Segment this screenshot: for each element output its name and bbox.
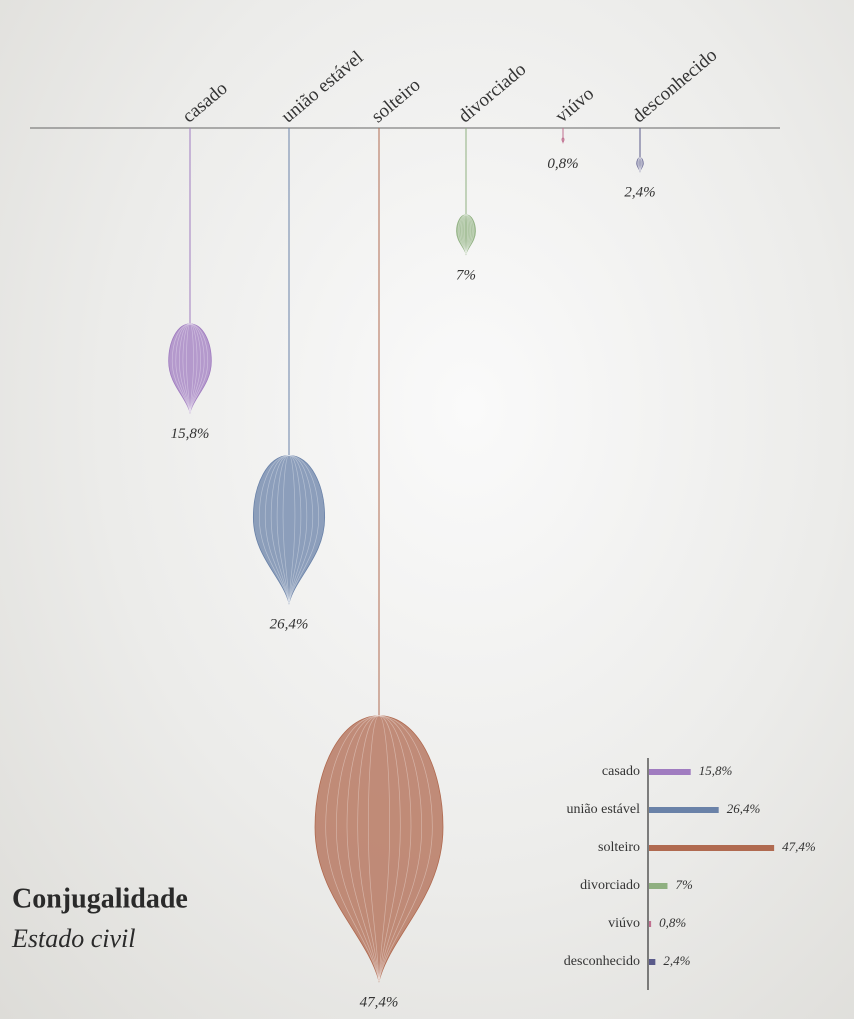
pendant-rib xyxy=(264,455,314,604)
chart-subtitle: Estado civil xyxy=(11,924,135,953)
pendant-body xyxy=(252,454,326,605)
bar xyxy=(649,845,775,851)
bar-value-label: 7% xyxy=(675,877,693,892)
pendant-rib xyxy=(258,455,320,604)
bar-value-label: 26,4% xyxy=(727,801,761,816)
bar-value-label: 15,8% xyxy=(699,763,733,778)
bar-value-label: 47,4% xyxy=(782,839,816,854)
bar-category-label: desconhecido xyxy=(564,954,640,969)
value-label: 2,4% xyxy=(624,185,655,201)
bar xyxy=(649,959,656,965)
pendant-rib xyxy=(346,715,412,982)
pendant-rib xyxy=(637,157,643,172)
pendant-rib xyxy=(457,214,475,255)
bar xyxy=(649,769,691,775)
category-label: viúvo xyxy=(552,83,599,127)
pendant xyxy=(561,137,565,144)
bar-category-label: divorciado xyxy=(580,878,640,893)
bar-category-label: casado xyxy=(602,764,640,779)
pendant-body xyxy=(561,137,565,144)
chart-title: Conjugalidade xyxy=(12,883,188,914)
pendant-rib xyxy=(175,323,205,413)
category-label: solteiro xyxy=(368,74,425,127)
bar xyxy=(649,807,719,813)
pendant-rib xyxy=(178,323,202,413)
category-label: divorciado xyxy=(455,59,531,127)
category-label: união estável xyxy=(278,47,368,127)
category-label: casado xyxy=(179,78,232,127)
pendant xyxy=(314,715,444,983)
bar-category-label: união estável xyxy=(567,802,641,817)
value-label: 15,8% xyxy=(171,426,210,442)
bar-value-label: 2,4% xyxy=(663,953,690,968)
value-label: 47,4% xyxy=(360,995,399,1011)
category-label: desconhecido xyxy=(629,45,722,128)
pendant-rib xyxy=(171,323,209,413)
bar-category-label: viúvo xyxy=(608,916,640,931)
pendant-rib xyxy=(460,214,472,255)
pendant-rib xyxy=(276,455,302,604)
pendant-rib xyxy=(335,715,423,982)
value-label: 7% xyxy=(456,267,476,283)
pendant-rib xyxy=(270,455,308,604)
pendant-body xyxy=(314,715,444,983)
pendant-body xyxy=(636,157,644,173)
bar xyxy=(649,883,668,889)
pendant xyxy=(456,214,476,256)
pendant-rib xyxy=(186,323,194,413)
pendant-rib xyxy=(367,715,391,982)
value-label: 0,8% xyxy=(547,156,578,172)
pendant-rib xyxy=(638,157,642,172)
pendant xyxy=(636,157,644,173)
pendant-rib xyxy=(282,455,296,604)
bar-category-label: solteiro xyxy=(598,840,640,855)
pendant-rib xyxy=(638,157,642,172)
pendant-body xyxy=(168,323,212,414)
pendant-rib xyxy=(325,715,433,982)
bar xyxy=(649,921,652,927)
pendant xyxy=(252,454,326,605)
value-label: 26,4% xyxy=(270,617,309,633)
pendant-rib xyxy=(462,214,470,255)
pendant-rib xyxy=(459,214,473,255)
pendant-body xyxy=(456,214,476,256)
pendant-rib xyxy=(639,157,641,172)
pendant-rib xyxy=(464,214,468,255)
bar-value-label: 0,8% xyxy=(659,915,686,930)
pendant xyxy=(168,323,212,414)
pendant-rib xyxy=(182,323,198,413)
pendant-rib xyxy=(357,715,401,982)
pendant-rib xyxy=(636,157,644,172)
